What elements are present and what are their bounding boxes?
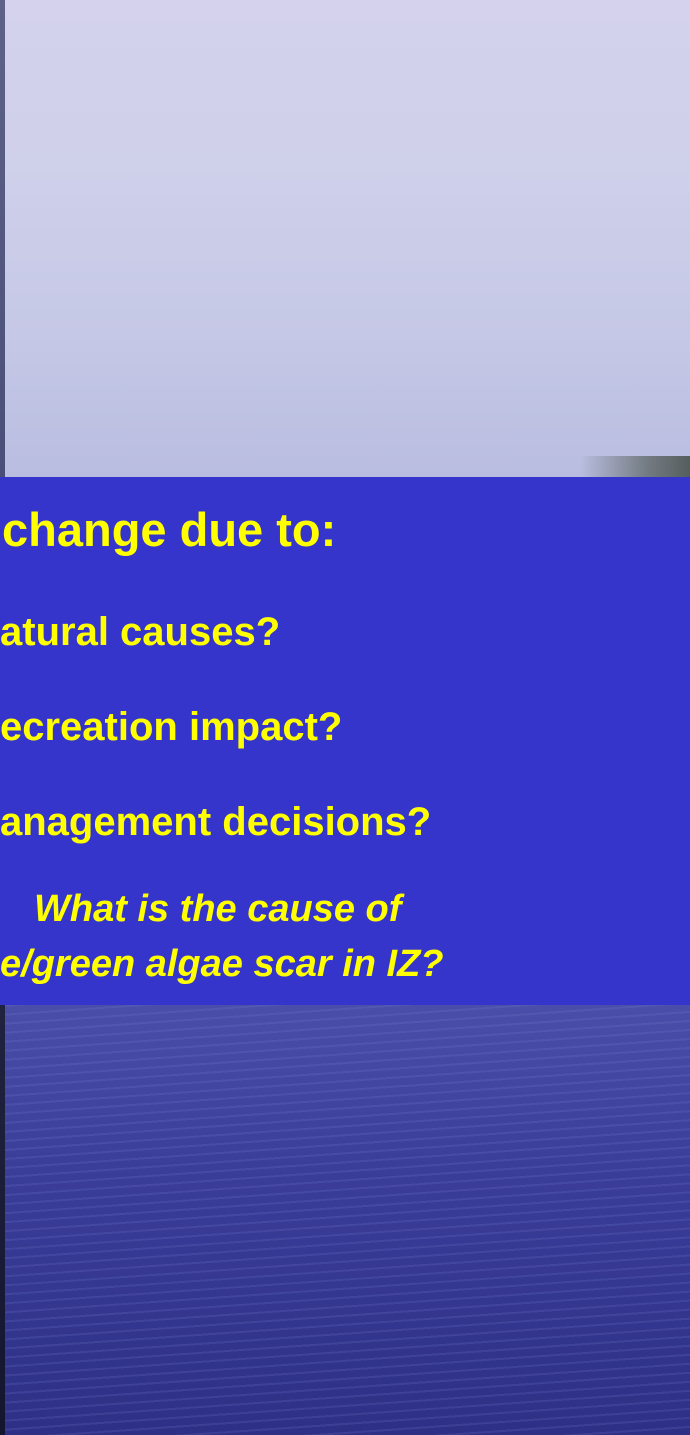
bullet: ecreation impact? (0, 705, 342, 750)
bullet: anagement decisions? (0, 800, 431, 845)
heading: change due to: (2, 502, 336, 557)
water-photo (0, 1005, 690, 1435)
sky-photo (0, 0, 690, 477)
sub-bullet: What is the cause of (34, 888, 401, 931)
bullet: atural causes? (0, 610, 280, 655)
slide: change due to: atural causes? ecreation … (0, 0, 690, 1435)
shoreline (580, 456, 690, 477)
sub-bullet: e/green algae scar in IZ? (0, 943, 444, 986)
